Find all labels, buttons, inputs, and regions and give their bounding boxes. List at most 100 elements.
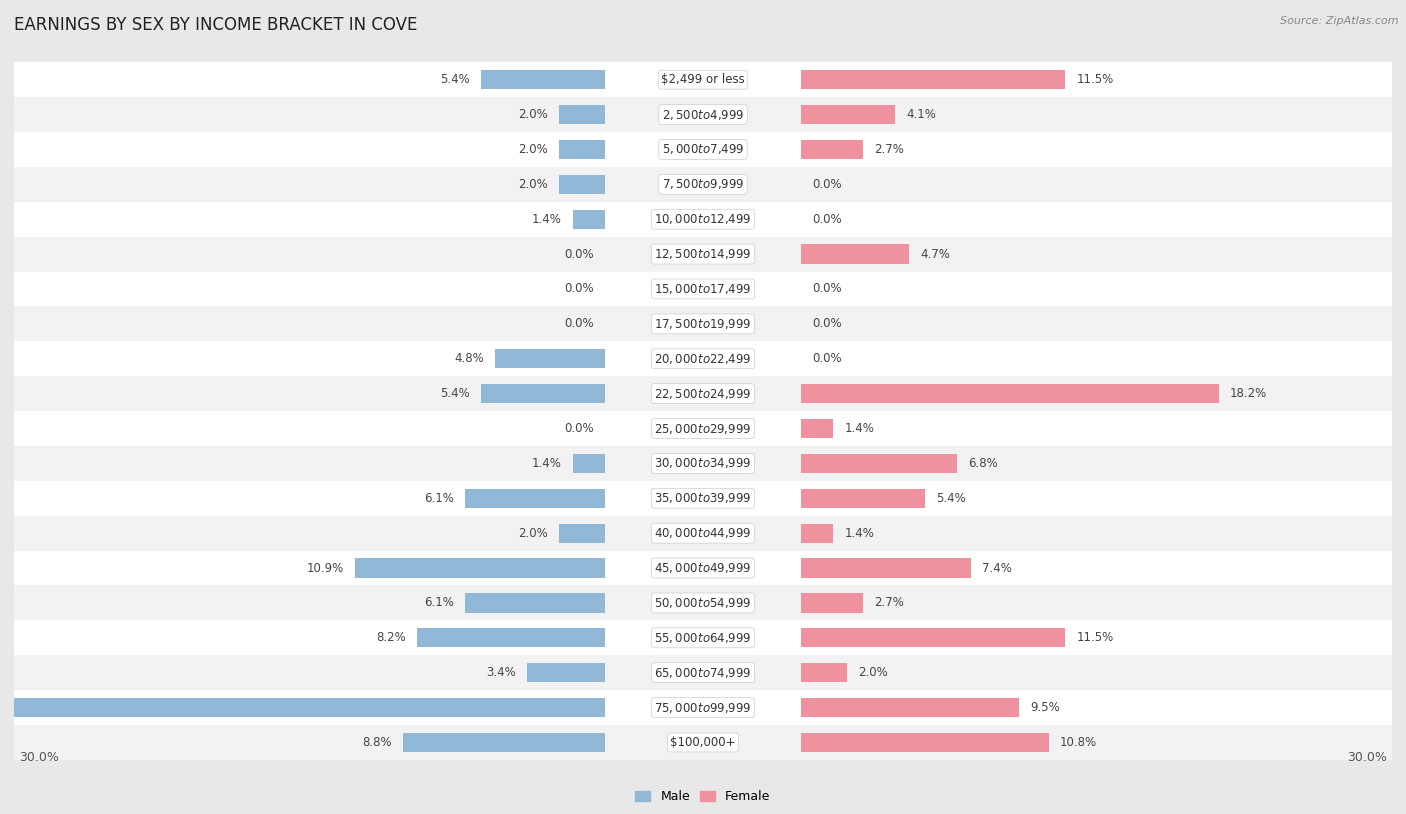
Text: $55,000 to $64,999: $55,000 to $64,999 (654, 631, 752, 645)
Text: 0.0%: 0.0% (813, 317, 842, 330)
Bar (800, 453, 956, 473)
Text: Source: ZipAtlas.com: Source: ZipAtlas.com (1281, 16, 1399, 26)
Bar (800, 140, 863, 159)
Text: 0.0%: 0.0% (564, 317, 593, 330)
Bar (14, 620, 1392, 655)
Bar (14, 585, 1392, 620)
Bar (14, 237, 1392, 272)
Bar (14, 516, 1392, 550)
Text: 2.0%: 2.0% (858, 666, 887, 679)
Bar (560, 175, 606, 194)
Bar (481, 384, 606, 403)
Bar (800, 244, 908, 264)
Bar (560, 523, 606, 543)
Bar (14, 97, 1392, 132)
Bar (404, 733, 606, 752)
Bar (574, 453, 606, 473)
Text: $7,500 to $9,999: $7,500 to $9,999 (662, 177, 744, 191)
Bar (800, 733, 1049, 752)
Text: 9.5%: 9.5% (1031, 701, 1060, 714)
Bar (800, 698, 1019, 717)
Bar (800, 70, 1064, 90)
Text: 7.4%: 7.4% (981, 562, 1012, 575)
Text: 0.0%: 0.0% (564, 247, 593, 260)
Text: $75,000 to $99,999: $75,000 to $99,999 (654, 701, 752, 715)
Text: $10,000 to $12,499: $10,000 to $12,499 (654, 212, 752, 226)
Text: 0.0%: 0.0% (813, 282, 842, 295)
Bar (481, 70, 606, 90)
Bar (800, 663, 846, 682)
Bar (560, 105, 606, 124)
Text: $12,500 to $14,999: $12,500 to $14,999 (654, 247, 752, 261)
Text: $50,000 to $54,999: $50,000 to $54,999 (654, 596, 752, 610)
Legend: Male, Female: Male, Female (630, 786, 776, 808)
Bar (560, 140, 606, 159)
Text: 4.7%: 4.7% (920, 247, 950, 260)
Text: 18.2%: 18.2% (1230, 387, 1267, 400)
Bar (14, 376, 1392, 411)
Bar (465, 593, 606, 612)
Bar (14, 62, 1392, 97)
Bar (14, 725, 1392, 760)
Text: 0.0%: 0.0% (564, 422, 593, 435)
Bar (800, 523, 832, 543)
Bar (800, 105, 894, 124)
Bar (800, 488, 925, 508)
Text: 6.1%: 6.1% (425, 492, 454, 505)
Bar (14, 655, 1392, 690)
Text: 2.0%: 2.0% (519, 143, 548, 156)
Bar (527, 663, 606, 682)
Bar (14, 202, 1392, 237)
Text: 0.0%: 0.0% (813, 352, 842, 365)
Text: 8.2%: 8.2% (375, 632, 405, 645)
Text: 0.0%: 0.0% (564, 282, 593, 295)
Text: $40,000 to $44,999: $40,000 to $44,999 (654, 526, 752, 540)
Text: 6.1%: 6.1% (425, 597, 454, 610)
Text: 0.0%: 0.0% (813, 177, 842, 190)
Text: 4.1%: 4.1% (907, 108, 936, 121)
Text: $17,500 to $19,999: $17,500 to $19,999 (654, 317, 752, 330)
Text: $15,000 to $17,499: $15,000 to $17,499 (654, 282, 752, 296)
Text: $2,500 to $4,999: $2,500 to $4,999 (662, 107, 744, 121)
Text: 0.0%: 0.0% (813, 212, 842, 225)
Bar (800, 419, 832, 438)
Bar (356, 558, 606, 578)
Bar (14, 167, 1392, 202)
Text: EARNINGS BY SEX BY INCOME BRACKET IN COVE: EARNINGS BY SEX BY INCOME BRACKET IN COV… (14, 16, 418, 34)
Bar (14, 690, 1392, 725)
Bar (14, 272, 1392, 306)
Text: $5,000 to $7,499: $5,000 to $7,499 (662, 142, 744, 156)
Bar (14, 341, 1392, 376)
Bar (495, 349, 606, 368)
Bar (0, 698, 606, 717)
Text: 3.4%: 3.4% (486, 666, 516, 679)
Bar (465, 488, 606, 508)
Text: 11.5%: 11.5% (1076, 632, 1114, 645)
Text: $20,000 to $22,499: $20,000 to $22,499 (654, 352, 752, 365)
Bar (14, 132, 1392, 167)
Bar (800, 593, 863, 612)
Text: 30.0%: 30.0% (18, 751, 59, 764)
Bar (14, 481, 1392, 516)
Text: $45,000 to $49,999: $45,000 to $49,999 (654, 561, 752, 575)
Text: 30.0%: 30.0% (1347, 751, 1388, 764)
Text: 5.4%: 5.4% (440, 387, 470, 400)
Text: 1.4%: 1.4% (844, 422, 875, 435)
Text: $100,000+: $100,000+ (671, 736, 735, 749)
Text: 2.0%: 2.0% (519, 527, 548, 540)
Text: $2,499 or less: $2,499 or less (661, 73, 745, 86)
Text: $30,000 to $34,999: $30,000 to $34,999 (654, 457, 752, 470)
Text: 10.9%: 10.9% (307, 562, 343, 575)
Bar (14, 411, 1392, 446)
Text: 2.7%: 2.7% (875, 143, 904, 156)
Text: 2.7%: 2.7% (875, 597, 904, 610)
Text: 4.8%: 4.8% (454, 352, 484, 365)
Bar (800, 384, 1219, 403)
Text: $25,000 to $29,999: $25,000 to $29,999 (654, 422, 752, 435)
Bar (800, 558, 970, 578)
Bar (418, 628, 606, 647)
Text: 1.4%: 1.4% (531, 212, 562, 225)
Text: 10.8%: 10.8% (1060, 736, 1097, 749)
Text: 1.4%: 1.4% (531, 457, 562, 470)
Bar (14, 550, 1392, 585)
